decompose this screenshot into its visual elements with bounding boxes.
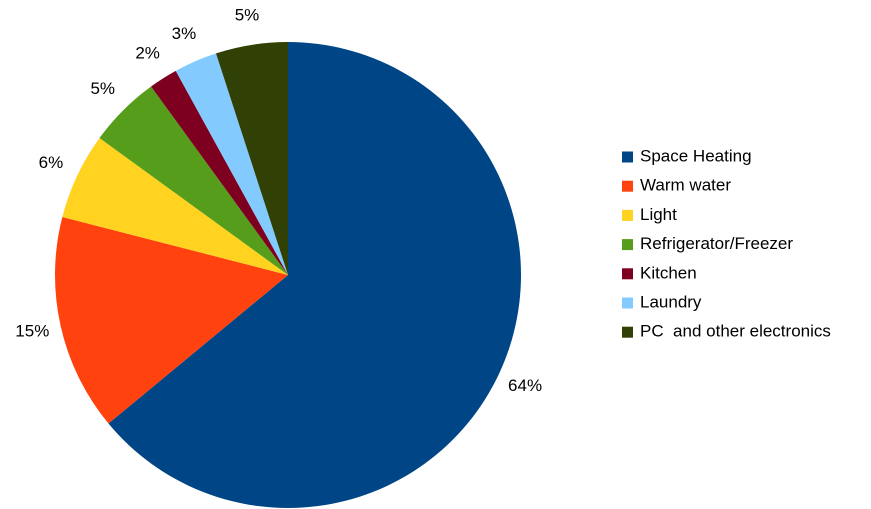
data-label: 6% <box>39 153 64 172</box>
pie-slice <box>62 138 288 275</box>
legend-label: Refrigerator/Freezer <box>640 234 793 253</box>
pie-slice <box>175 53 288 275</box>
legend-label: PC and other electronics <box>640 322 831 341</box>
pie-slice <box>108 42 522 509</box>
legend-label: Light <box>640 205 677 224</box>
data-label: 5% <box>90 79 115 98</box>
pie-slice <box>55 217 288 424</box>
legend-label: Kitchen <box>640 263 697 282</box>
legend-swatch <box>622 268 633 280</box>
pie-slice <box>99 86 288 275</box>
pie-slice <box>215 42 288 275</box>
legend-swatch <box>622 239 633 251</box>
data-label: 2% <box>135 43 160 62</box>
legend-label: Laundry <box>640 292 702 311</box>
legend-swatch <box>622 209 633 221</box>
legend-swatch <box>622 151 633 163</box>
legend-label: Space Heating <box>640 146 752 165</box>
data-label: 5% <box>235 6 260 25</box>
legend-label: Warm water <box>640 176 731 195</box>
pie-slice <box>151 70 288 275</box>
legend-swatch <box>622 326 633 338</box>
legend-swatch <box>622 297 633 309</box>
data-label: 64% <box>508 376 542 395</box>
data-label: 15% <box>15 322 49 341</box>
legend-swatch <box>622 180 633 192</box>
data-label: 3% <box>172 24 197 43</box>
